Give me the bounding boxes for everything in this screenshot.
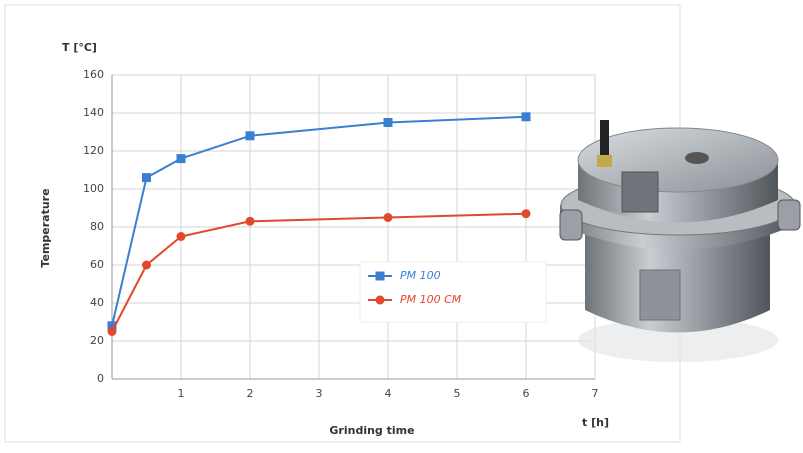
y-tick-label: 160 (83, 68, 104, 81)
marker (521, 112, 531, 122)
legend-label: PM 100 CM (400, 293, 462, 306)
marker (245, 131, 255, 141)
legend-label: PM 100 (400, 269, 441, 282)
marker (383, 213, 393, 222)
y-tick-label: 140 (83, 106, 104, 119)
x-tick-label: 3 (316, 387, 323, 400)
y-tick-label: 120 (83, 144, 104, 157)
y-axis-title: Temperature (39, 188, 52, 267)
marker (245, 216, 255, 226)
marker (107, 321, 117, 331)
x-tick-label: 6 (523, 387, 530, 400)
marker (176, 154, 186, 164)
x-axis-title: Grinding time (329, 424, 414, 437)
y-tick-label: 80 (90, 220, 104, 233)
y-tick-label: 40 (90, 296, 104, 309)
y-tick-label: 60 (90, 258, 104, 271)
grinding-jar-image (559, 120, 801, 362)
y-tick-label: 100 (83, 182, 104, 195)
x-tick-label: 2 (247, 387, 254, 400)
x-tick-label: 7 (592, 387, 599, 400)
marker (176, 232, 186, 241)
y-tick-label: 0 (97, 372, 104, 385)
marker (142, 260, 151, 270)
y-unit-label: T [°C] (62, 41, 97, 54)
x-unit-label: t [h] (582, 416, 609, 429)
marker (142, 173, 151, 183)
y-tick-label: 20 (90, 334, 104, 347)
x-tick-label: 4 (385, 387, 392, 400)
x-tick-label: 5 (454, 387, 461, 400)
series-line (111, 212, 527, 332)
x-tick-label: 1 (178, 387, 185, 400)
series-line (111, 115, 527, 327)
marker (383, 118, 393, 127)
marker (375, 271, 385, 281)
marker (521, 209, 531, 219)
marker (375, 295, 385, 305)
marker (107, 327, 117, 336)
legend-box (359, 261, 547, 323)
